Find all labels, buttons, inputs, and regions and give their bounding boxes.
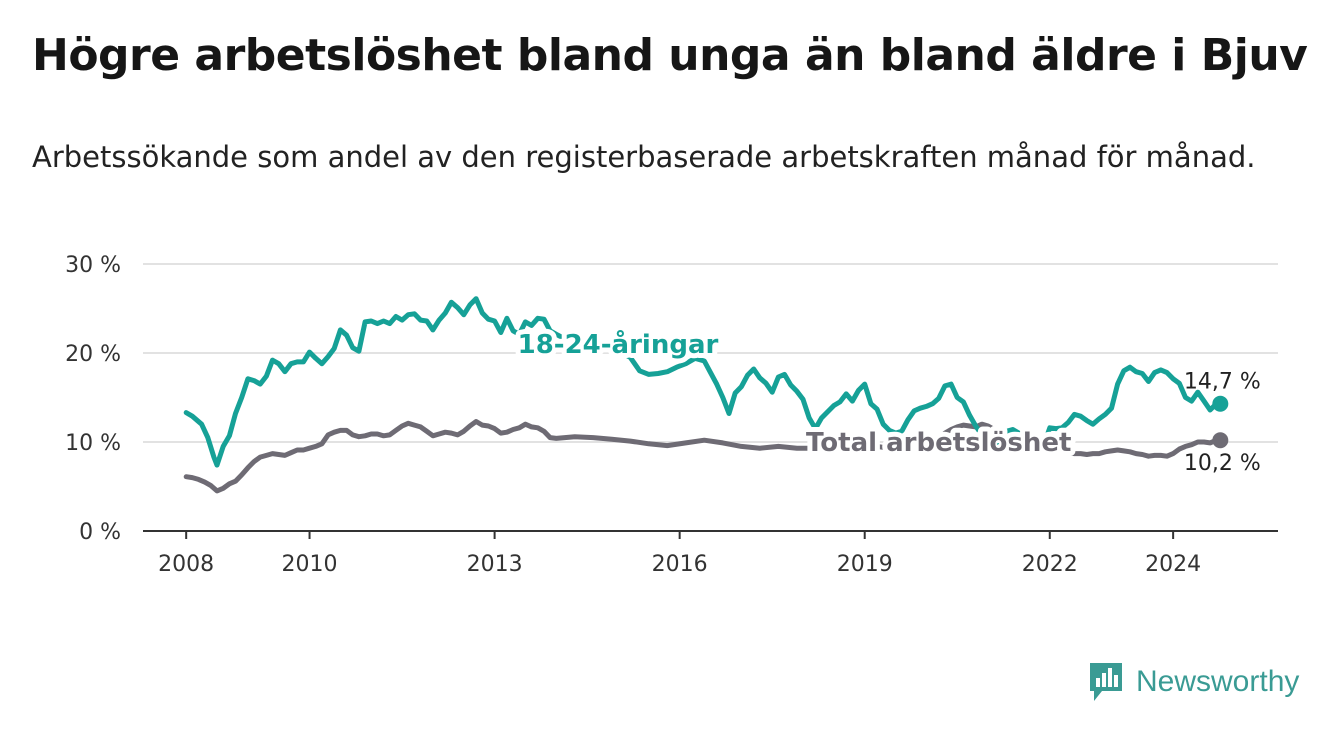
x-tick-label: 2016 (652, 552, 708, 577)
series-line-total (183, 419, 1219, 494)
chart-title: Högre arbetslöshet bland unga än bland ä… (32, 30, 1308, 81)
end-marker-total (1212, 432, 1229, 449)
x-tick-label: 2019 (837, 552, 893, 577)
series-lines (183, 296, 1219, 494)
x-tick-label: 2010 (282, 552, 338, 577)
x-tick-label: 2024 (1145, 552, 1201, 577)
axes: 0 % 10 % 20 % 30 % 2008 2010 2013 2016 2019 2022 2… (65, 253, 1278, 577)
x-tick-label: 2013 (467, 552, 523, 577)
y-tick-label: 10 % (65, 431, 121, 456)
series-label-halo: 18-24-åringar (518, 328, 719, 360)
y-tick-label: 20 % (65, 342, 121, 367)
newsworthy-logo-icon (1090, 663, 1122, 701)
x-tick-label: 2008 (158, 552, 214, 577)
series-labels: 14,7 %10,2 %18-24-åringar18-24-åringarTo… (513, 323, 1261, 476)
series-label-halo: Total arbetslöshet (806, 428, 1071, 458)
newsworthy-logo[interactable]: Newsworthy (1088, 660, 1299, 704)
end-value-label-total: 10,2 % (1184, 451, 1261, 476)
end-marker-youth (1212, 395, 1229, 412)
end-value-label-youth: 14,7 % (1184, 370, 1261, 395)
y-tick-label: 30 % (65, 253, 121, 278)
y-tick-label: 0 % (79, 520, 121, 545)
newsworthy-logo-text: Newsworthy (1136, 665, 1300, 698)
chart-subtitle: Arbetssökande som andel av den registerb… (32, 140, 1256, 174)
series-label-total: Total arbetslöshet (806, 428, 1071, 458)
series-label-youth: 18-24-åringar (518, 328, 719, 360)
series-line-youth (183, 296, 1219, 468)
x-tick-label: 2022 (1022, 552, 1078, 577)
